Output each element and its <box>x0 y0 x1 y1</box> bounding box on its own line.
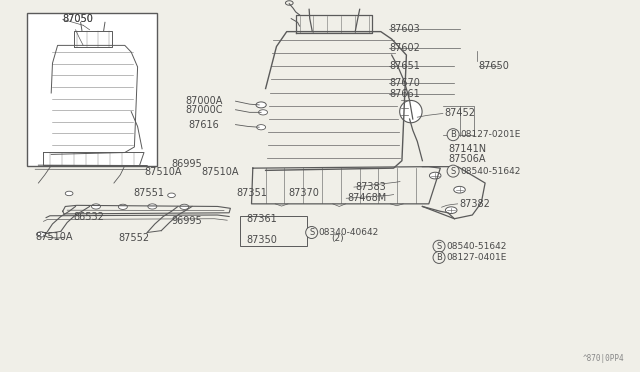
Text: 87510A: 87510A <box>35 232 73 242</box>
Text: 08540-51642: 08540-51642 <box>447 242 507 251</box>
Text: 87350: 87350 <box>246 235 277 245</box>
Circle shape <box>445 207 457 214</box>
Circle shape <box>454 186 465 193</box>
Bar <box>240 216 307 246</box>
Text: 87351: 87351 <box>237 188 268 198</box>
Text: S: S <box>436 242 442 251</box>
Text: 87661: 87661 <box>389 89 420 99</box>
Text: S: S <box>451 167 456 176</box>
Text: 08340-40642: 08340-40642 <box>319 228 379 237</box>
Text: 87616: 87616 <box>189 120 220 129</box>
Text: 87050: 87050 <box>63 14 93 23</box>
Circle shape <box>148 204 157 209</box>
Ellipse shape <box>399 100 422 123</box>
Text: 87382: 87382 <box>460 199 490 209</box>
Circle shape <box>65 191 73 196</box>
Text: 08127-0401E: 08127-0401E <box>447 253 507 262</box>
Text: B: B <box>436 253 442 262</box>
Text: 87000C: 87000C <box>186 105 223 115</box>
Text: 08540-51642: 08540-51642 <box>461 167 521 176</box>
Text: 87468M: 87468M <box>348 193 387 203</box>
Text: (2): (2) <box>331 234 344 243</box>
Text: 87650: 87650 <box>479 61 509 71</box>
Text: 87603: 87603 <box>389 25 420 34</box>
Text: 87370: 87370 <box>288 188 319 198</box>
Circle shape <box>36 232 45 237</box>
Text: 86532: 86532 <box>74 212 104 221</box>
Bar <box>27 13 157 166</box>
Text: 86995: 86995 <box>172 160 202 169</box>
Text: 96995: 96995 <box>172 217 202 226</box>
Circle shape <box>92 204 100 209</box>
Text: 87383: 87383 <box>355 182 386 192</box>
Circle shape <box>180 204 189 209</box>
Circle shape <box>168 193 175 198</box>
Text: 87050: 87050 <box>63 14 93 23</box>
Circle shape <box>257 125 266 130</box>
Text: 87141N: 87141N <box>448 144 486 154</box>
Text: 87510A: 87510A <box>144 167 182 177</box>
Text: 87510A: 87510A <box>202 167 239 177</box>
Text: B: B <box>450 130 456 139</box>
Circle shape <box>429 172 441 179</box>
Text: 87651: 87651 <box>389 61 420 71</box>
Text: 87452: 87452 <box>445 109 476 118</box>
Circle shape <box>118 204 127 209</box>
Text: 87361: 87361 <box>246 214 277 224</box>
Text: 08127-0201E: 08127-0201E <box>461 130 521 139</box>
Text: 87551: 87551 <box>133 188 164 198</box>
Circle shape <box>259 110 268 115</box>
Text: 87670: 87670 <box>389 78 420 87</box>
Text: S: S <box>309 228 314 237</box>
Text: 87000A: 87000A <box>186 96 223 106</box>
Text: 87602: 87602 <box>389 43 420 52</box>
Text: 87552: 87552 <box>118 233 150 243</box>
Text: 87506A: 87506A <box>448 154 486 164</box>
Circle shape <box>256 102 266 108</box>
Text: ^870|0PP4: ^870|0PP4 <box>582 354 624 363</box>
